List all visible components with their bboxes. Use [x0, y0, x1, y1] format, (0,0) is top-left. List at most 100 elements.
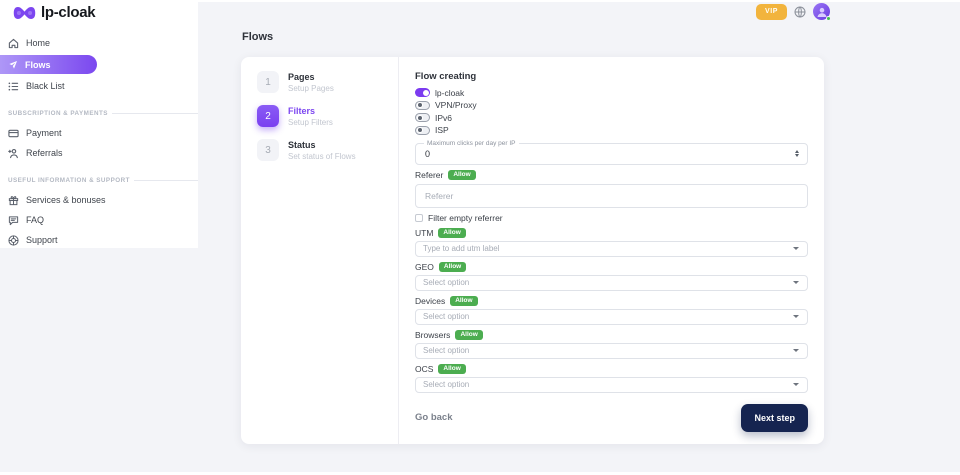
toggle-ipv6[interactable]: IPv6	[415, 112, 808, 123]
globe-icon[interactable]	[794, 6, 806, 18]
max-clicks-label: Maximum clicks per day per IP	[424, 139, 519, 147]
select-placeholder: Select option	[423, 346, 470, 355]
form-title: Flow creating	[415, 71, 477, 82]
utm-label: UTM	[415, 228, 434, 238]
step-subtitle: Set status of Flows	[288, 152, 356, 161]
referer-label-row: Referer Allow	[415, 169, 808, 181]
step-status[interactable]: 3 Status Set status of Flows	[257, 139, 398, 161]
sidebar-nav: Home Flows Black List SUBSCRIPTION & PAY…	[0, 35, 198, 248]
ocs-select[interactable]: Select option	[415, 376, 808, 393]
header-actions: VIP	[756, 3, 831, 21]
sidebar-item-black-list[interactable]: Black List	[0, 78, 198, 94]
toggle-switch-off-icon[interactable]	[415, 100, 430, 110]
vip-button[interactable]: VIP	[756, 3, 787, 20]
toggle-label: VPN/Proxy	[435, 100, 477, 110]
chevron-down-icon	[793, 315, 799, 318]
list-icon	[8, 81, 19, 92]
sidebar-item-referrals[interactable]: Referrals	[0, 145, 198, 161]
step-title: Pages	[288, 72, 315, 82]
checkbox-label: Filter empty referrer	[428, 213, 503, 223]
step-title: Filters	[288, 106, 316, 116]
step-number: 3	[257, 139, 279, 161]
gift-icon	[8, 195, 19, 206]
browsers-allow-badge[interactable]: Allow	[455, 329, 483, 341]
max-clicks-input[interactable]	[416, 148, 795, 159]
sidebar-item-support[interactable]: Support	[0, 232, 198, 248]
geo-select[interactable]: Select option	[415, 274, 808, 291]
step-number: 1	[257, 71, 279, 93]
flow-card: 1 Pages Setup Pages 2 Filters Setup Filt…	[241, 57, 824, 444]
sidebar-panel	[0, 2, 198, 248]
lifebuoy-icon	[8, 234, 19, 246]
step-number: 2	[257, 105, 279, 127]
sidebar-item-label: Home	[26, 38, 51, 48]
next-step-button[interactable]: Next step	[741, 403, 808, 432]
sidebar-item-faq[interactable]: FAQ	[0, 212, 198, 228]
go-back-button[interactable]: Go back	[415, 412, 453, 423]
step-subtitle: Setup Filters	[288, 118, 333, 127]
select-placeholder: Select option	[423, 380, 470, 389]
sidebar-item-label: Black List	[26, 81, 65, 91]
utm-label-row: UTM Allow	[415, 227, 808, 239]
sidebar-item-label: Support	[26, 235, 58, 245]
utm-select[interactable]: Type to add utm label	[415, 240, 808, 257]
ocs-allow-badge[interactable]: Allow	[438, 363, 466, 375]
referer-input[interactable]	[416, 190, 807, 201]
toggle-isp[interactable]: ISP	[415, 125, 808, 135]
chevron-down-icon	[793, 349, 799, 352]
section-title: SUBSCRIPTION & PAYMENTS	[8, 109, 108, 117]
referer-field	[415, 183, 808, 208]
sidebar-item-home[interactable]: Home	[0, 35, 198, 51]
app-logo[interactable]: lp-cloak	[13, 4, 96, 21]
credit-card-icon	[8, 128, 19, 139]
referer-allow-badge[interactable]: Allow	[448, 169, 476, 181]
wizard-stepper: 1 Pages Setup Pages 2 Filters Setup Filt…	[241, 57, 399, 444]
filter-empty-referrer-row[interactable]: Filter empty referrer	[415, 213, 808, 223]
toggle-lp-cloak[interactable]: lp-cloak	[415, 87, 808, 98]
number-stepper-icon[interactable]	[795, 150, 799, 157]
chevron-down-icon	[793, 281, 799, 284]
sidebar-item-label: Referrals	[26, 148, 63, 158]
geo-allow-badge[interactable]: Allow	[438, 261, 467, 273]
sidebar-item-label: FAQ	[26, 215, 45, 225]
max-clicks-field: Maximum clicks per day per IP	[415, 139, 808, 165]
toggle-switch-on-icon[interactable]	[415, 88, 430, 97]
toggle-label: IPv6	[435, 112, 453, 123]
toggle-vpn-proxy[interactable]: VPN/Proxy	[415, 100, 808, 110]
select-placeholder: Select option	[423, 312, 470, 321]
online-status-dot	[826, 16, 831, 21]
browsers-select[interactable]: Select option	[415, 342, 808, 359]
step-filters[interactable]: 2 Filters Setup Filters	[257, 105, 398, 127]
chevron-down-icon	[793, 247, 799, 250]
utm-allow-badge[interactable]: Allow	[438, 227, 466, 239]
home-icon	[8, 38, 19, 49]
toggle-switch-off-icon[interactable]	[415, 125, 430, 135]
sidebar-item-payment[interactable]: Payment	[0, 125, 198, 141]
toggle-label: lp-cloak	[435, 87, 465, 98]
ocs-label-row: OCS Allow	[415, 363, 808, 375]
user-avatar[interactable]	[813, 3, 831, 21]
referer-label: Referer	[415, 170, 444, 180]
step-pages[interactable]: 1 Pages Setup Pages	[257, 71, 398, 93]
sidebar-section-subscription: SUBSCRIPTION & PAYMENTS	[0, 108, 198, 118]
browsers-label-row: Browsers Allow	[415, 329, 808, 341]
section-title: USEFUL INFORMATION & SUPPORT	[8, 176, 130, 184]
logo-text: lp-cloak	[41, 4, 96, 21]
devices-label: Devices	[415, 296, 446, 306]
ocs-label: OCS	[415, 364, 434, 374]
step-subtitle: Setup Pages	[288, 84, 334, 93]
sidebar-section-support: USEFUL INFORMATION & SUPPORT	[0, 175, 198, 185]
sidebar-item-label: Flows	[25, 59, 51, 70]
sidebar-item-flows[interactable]: Flows	[0, 55, 97, 74]
toggle-label: ISP	[435, 125, 449, 135]
geo-label: GEO	[415, 262, 434, 272]
devices-select[interactable]: Select option	[415, 308, 808, 325]
devices-allow-badge[interactable]: Allow	[450, 295, 478, 307]
geo-label-row: GEO Allow	[415, 261, 808, 273]
toggle-switch-off-icon[interactable]	[415, 113, 430, 122]
mask-icon	[13, 6, 36, 20]
sidebar-item-services[interactable]: Services & bonuses	[0, 192, 198, 208]
person-add-icon	[8, 148, 19, 159]
select-placeholder: Select option	[423, 278, 470, 287]
checkbox-unchecked-icon[interactable]	[415, 214, 423, 222]
